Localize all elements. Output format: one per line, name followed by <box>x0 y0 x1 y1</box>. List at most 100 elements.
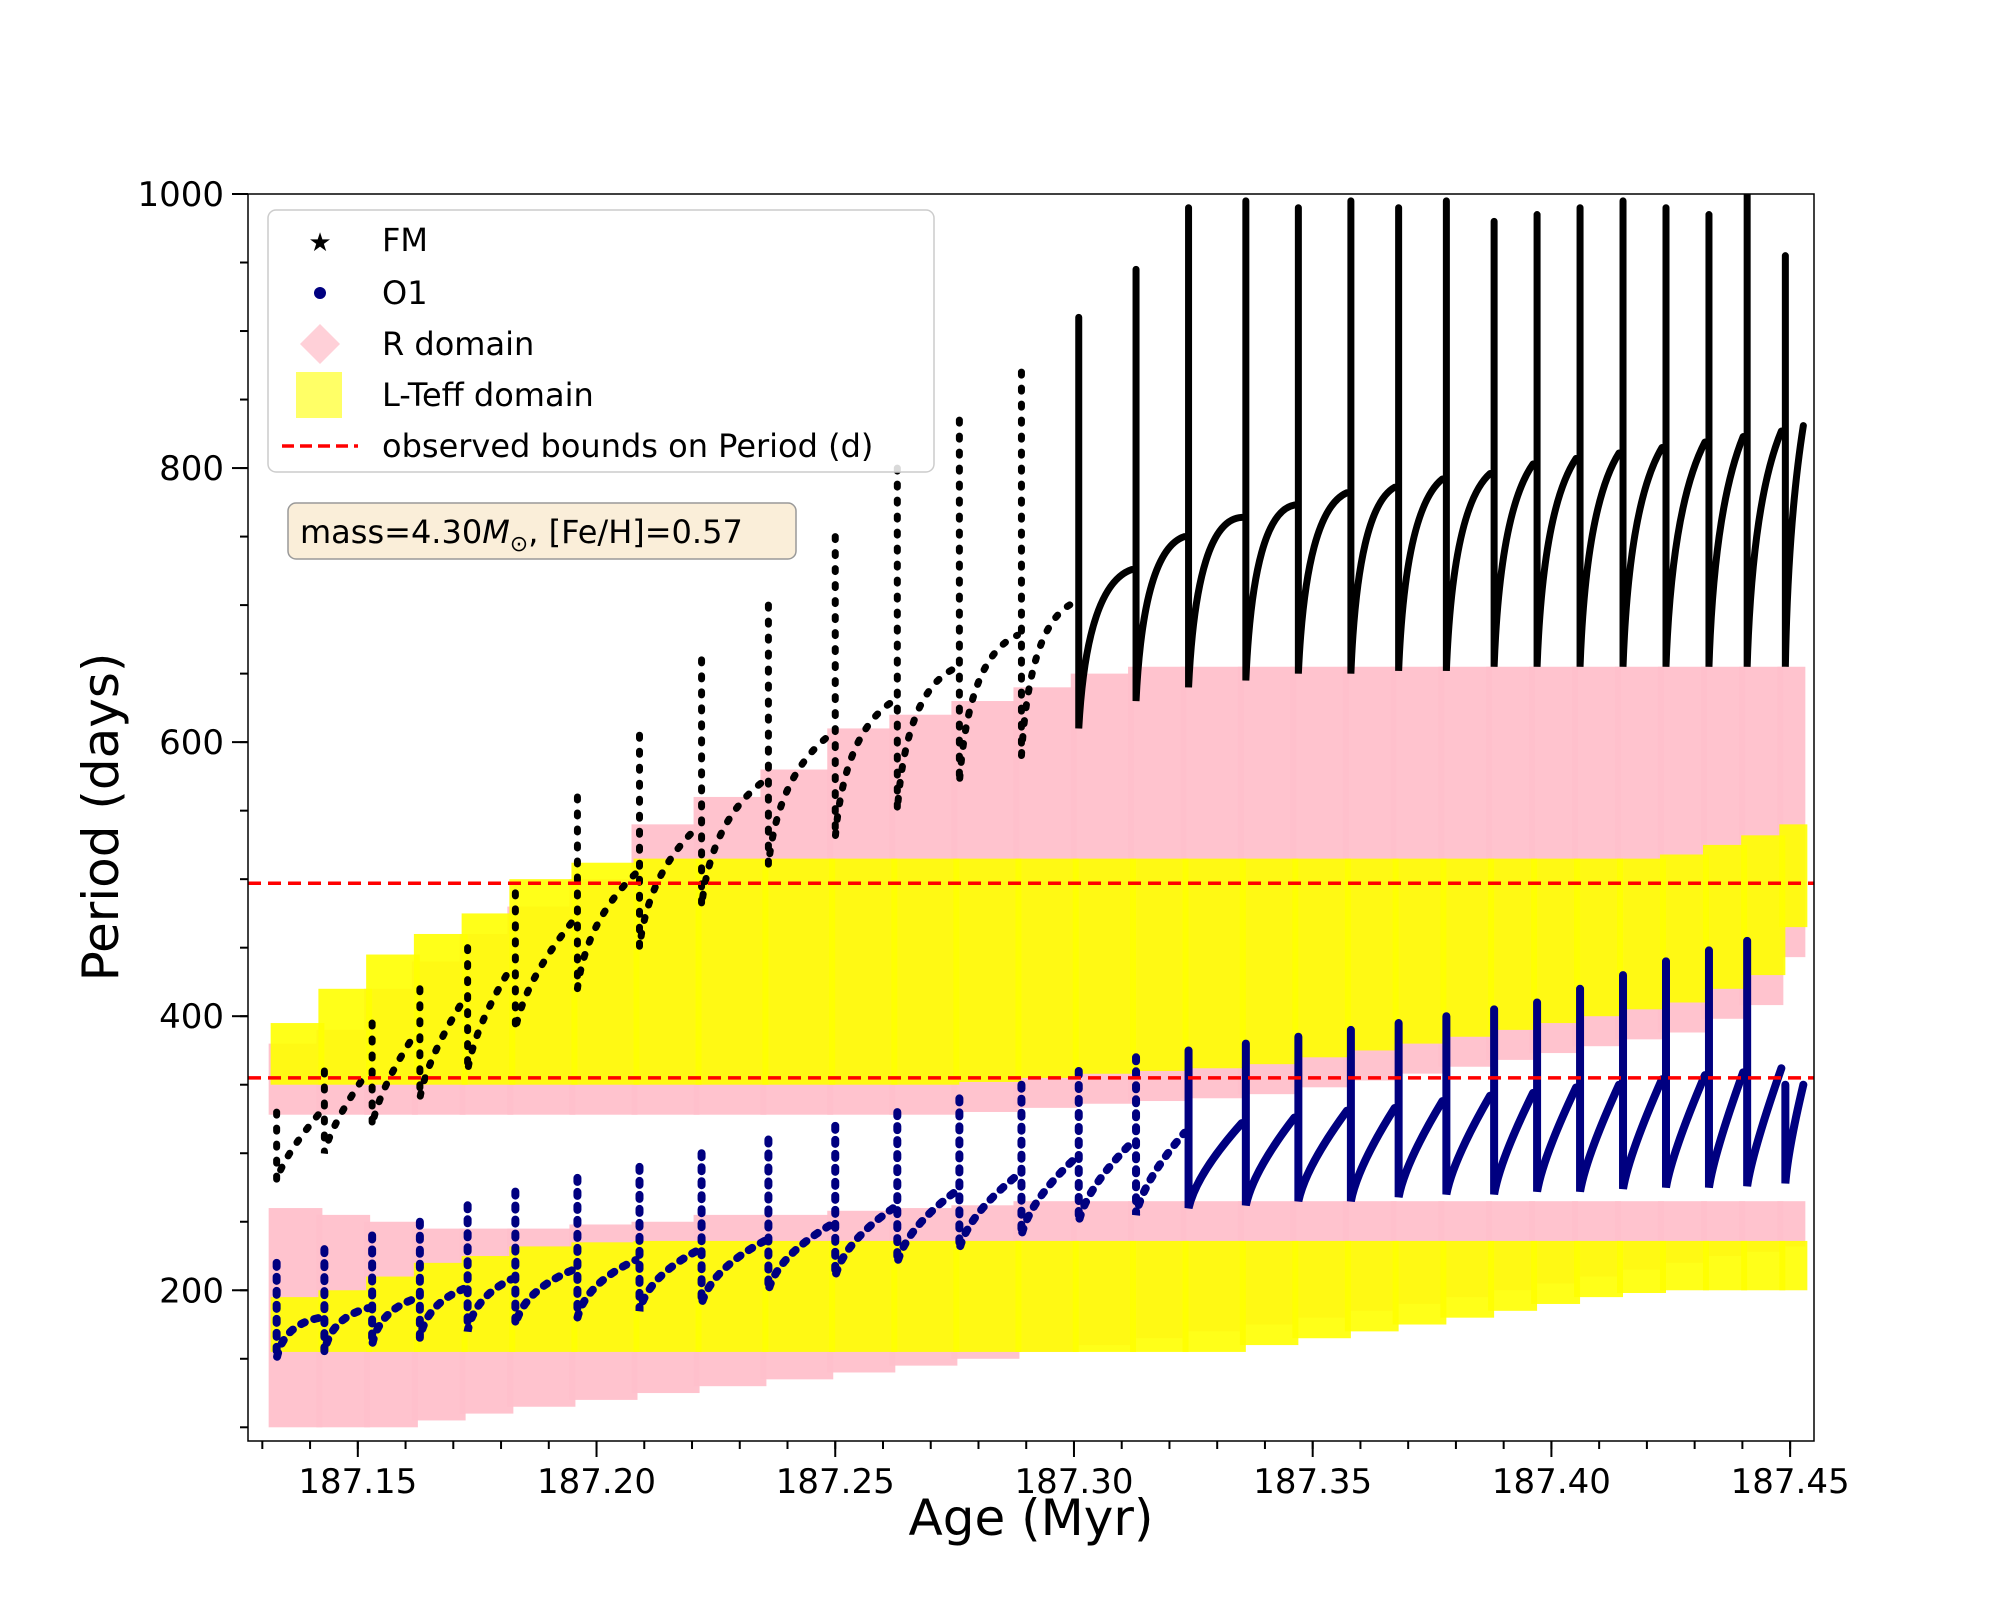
o1-pulse <box>764 1135 836 1292</box>
fm-pulse <box>636 731 702 949</box>
fm-pulse <box>831 533 897 839</box>
o1-pulse <box>1661 957 1709 1189</box>
legend-label-fm: FM <box>382 221 428 259</box>
fm-pulse <box>1242 197 1298 681</box>
lteff-domain-upper-band <box>1072 858 1137 1074</box>
lteff-domain-upper-band <box>1292 858 1351 1058</box>
lteff-domain-lower-band <box>1617 1240 1666 1294</box>
lteff-domain-upper-band <box>633 858 702 1085</box>
lteff-domain-upper-band <box>953 858 1022 1082</box>
legend-label-lteff-domain: L-Teff domain <box>382 376 594 414</box>
fm-pulse <box>1781 252 1807 667</box>
lteff-domain-upper-band <box>1130 858 1189 1072</box>
diamond-icon <box>300 324 340 364</box>
observed-bounds-layer <box>248 881 1814 1080</box>
fm-pulse <box>1705 211 1747 667</box>
y-tick-label: 1000 <box>137 175 224 215</box>
lteff-domain-lower-band <box>1488 1240 1538 1311</box>
o1-pulse <box>893 1108 960 1264</box>
legend-box <box>267 209 935 473</box>
annotation-text: mass=4.30M⊙, [Fe/H]=0.57 <box>300 513 743 557</box>
y-tick-label: 600 <box>159 723 224 763</box>
annotation-box <box>287 502 797 560</box>
axes-layer: 187.15 187.20 187.25 187.30 187.35 187.40 187.… <box>137 175 1849 1502</box>
lteff-domain-upper-band <box>509 879 578 1085</box>
x-tick-label: 187.40 <box>1492 1462 1611 1502</box>
o1-pulse <box>1074 1067 1137 1223</box>
y-axis-title: Period (days) <box>72 653 130 982</box>
fm-pulse <box>1533 211 1580 667</box>
lteff-domain-lower-band <box>1574 1240 1624 1298</box>
o1-pulse <box>1743 936 1786 1187</box>
o1-pulse <box>1490 1005 1538 1196</box>
lteff-domain-upper-band <box>1344 858 1399 1051</box>
fm-pulse <box>1294 204 1351 674</box>
legend-label-observed-bounds: observed bounds on Period (d) <box>382 427 873 465</box>
fm-pulse <box>464 944 515 1072</box>
fm-pulse <box>573 793 639 990</box>
lteff-domain-upper-band <box>891 858 960 1085</box>
fm-pulse <box>698 656 768 907</box>
r-domain-lower-band <box>1777 1201 1806 1247</box>
lteff-domain-lower-band <box>1392 1240 1447 1325</box>
circle-icon <box>314 287 326 299</box>
fm-pulse <box>1347 197 1399 674</box>
lteff-domain-lower-band <box>1072 1240 1137 1352</box>
o1-pulse <box>1294 1032 1351 1203</box>
x-tick-label: 187.15 <box>298 1462 417 1502</box>
y-tick-label: 200 <box>159 1271 224 1311</box>
lteff-domain-upper-band <box>695 858 769 1085</box>
lteff-domain-upper-band <box>1239 858 1299 1065</box>
lteff-domain-lower-band <box>1741 1240 1786 1291</box>
lteff-domain-upper-band <box>1779 824 1808 928</box>
lteff-domain-lower-band <box>1659 1240 1709 1291</box>
o1-pulse <box>415 1217 468 1340</box>
fm-pulse <box>1017 368 1079 757</box>
o1-pulse <box>1704 946 1748 1189</box>
o1-pulse <box>635 1162 702 1312</box>
o1-pulse <box>1241 1039 1299 1207</box>
lteff-domain-upper-band <box>1440 858 1495 1037</box>
lteff-domain-upper-band <box>1488 858 1538 1030</box>
o1-pulse <box>1394 1019 1447 1198</box>
x-tick-label: 187.45 <box>1731 1462 1850 1502</box>
fm-pulse <box>1395 204 1446 672</box>
fm-pulse <box>1442 197 1494 672</box>
plot-frame <box>247 193 1815 1442</box>
lteff-domain-upper-band <box>1531 858 1581 1024</box>
o1-pulse <box>697 1149 769 1306</box>
o1-pulse <box>1533 998 1581 1193</box>
lteff-domain-upper-band <box>1182 858 1246 1069</box>
o1-pulse <box>463 1201 516 1333</box>
annotation-mass-symbol: M <box>482 513 510 551</box>
o1-pulse <box>1442 1012 1495 1196</box>
o1-pulse <box>511 1187 578 1326</box>
lteff-domain-lower-band <box>509 1246 578 1352</box>
data-layer <box>268 194 1808 1428</box>
o1-pulse <box>1619 971 1666 1190</box>
lteff-domain-lower-band <box>1015 1240 1079 1352</box>
fm-pulse <box>1490 217 1537 667</box>
legend-label-o1: O1 <box>382 274 428 312</box>
o1-pulse <box>1781 1080 1808 1184</box>
o1-pulse <box>955 1094 1022 1251</box>
lteff-domain-lower-band <box>1182 1240 1246 1352</box>
annotation-prefix: mass=4.30 <box>300 513 482 551</box>
lteff-domain-lower-band <box>571 1242 640 1352</box>
x-axis-title: Age (Myr) <box>909 1489 1154 1547</box>
lteff-domain-lower-band <box>1440 1240 1495 1318</box>
o1-pulse <box>1346 1025 1399 1203</box>
fm-pulse <box>320 1067 372 1155</box>
lteff-domain-upper-band <box>318 988 373 1085</box>
fm-pulse <box>955 416 1021 784</box>
fm-pulse <box>1743 194 1785 667</box>
fm-pulse <box>893 464 959 811</box>
o1-pulse <box>1017 1080 1079 1237</box>
x-tick-label: 187.35 <box>1253 1462 1372 1502</box>
o1-pulse <box>1184 1046 1246 1210</box>
lteff-domain-lower-band <box>1292 1240 1351 1339</box>
annotation-suffix: , [Fe/H]=0.57 <box>528 513 743 551</box>
mass-feh-annotation: mass=4.30M⊙, [Fe/H]=0.57 <box>287 502 797 560</box>
o1-pulse <box>831 1121 898 1278</box>
